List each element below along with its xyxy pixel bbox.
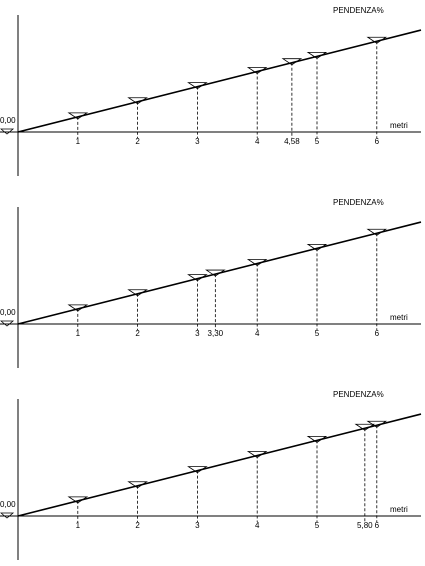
tick-label: 5 <box>315 521 320 530</box>
level-marker <box>187 274 208 282</box>
tick-label: 6 <box>375 521 380 530</box>
level-marker <box>306 243 328 251</box>
tick-label: 1 <box>76 137 81 146</box>
origin-marker <box>0 320 15 327</box>
origin-marker <box>0 512 15 519</box>
slope-line <box>17 413 422 517</box>
level-marker <box>127 481 148 489</box>
level-marker <box>205 269 226 277</box>
level-marker <box>127 289 148 297</box>
level-marker <box>187 82 208 90</box>
tick-label: 1 <box>76 521 81 530</box>
level-marker <box>306 435 328 443</box>
tick-label: 6 <box>375 137 380 146</box>
level-marker <box>306 51 328 59</box>
level-marker <box>67 496 89 504</box>
level-marker <box>127 97 148 105</box>
tick-label: 4,58 <box>284 137 300 146</box>
tick-label: 3 <box>195 521 200 530</box>
level-marker <box>281 58 303 66</box>
tick-label: 5 <box>315 329 320 338</box>
tick-label: 1 <box>76 329 81 338</box>
tick-label: 5 <box>315 137 320 146</box>
tick-label: 4 <box>255 329 260 338</box>
tick-label: 3 <box>195 137 200 146</box>
origin-label: 0,00 <box>0 116 16 125</box>
level-marker <box>67 112 89 120</box>
tick-label: 3,30 <box>208 329 224 338</box>
level-marker <box>366 36 388 44</box>
level-marker <box>246 451 268 458</box>
title: PENDENZA% <box>333 6 384 15</box>
level-marker <box>246 259 268 266</box>
level-marker <box>366 420 388 428</box>
tick-label: 6 <box>375 329 380 338</box>
title: PENDENZA% <box>333 198 384 207</box>
axis-label: metri <box>390 505 408 514</box>
axis-label: metri <box>390 313 408 322</box>
level-marker <box>366 228 388 236</box>
tick-label: 3 <box>195 329 200 338</box>
tick-label: 2 <box>135 521 140 530</box>
tick-label: 5,80 <box>357 521 373 530</box>
level-marker <box>246 67 268 74</box>
origin-marker <box>0 128 15 135</box>
tick-label: 2 <box>135 137 140 146</box>
level-marker <box>187 466 208 474</box>
tick-label: 4 <box>255 521 260 530</box>
origin-label: 0,00 <box>0 500 16 509</box>
slope-line <box>17 29 422 133</box>
tick-label: 4 <box>255 137 260 146</box>
origin-label: 0,00 <box>0 308 16 317</box>
level-marker <box>354 423 376 431</box>
tick-label: 2 <box>135 329 140 338</box>
title: PENDENZA% <box>333 390 384 399</box>
level-marker <box>67 304 89 312</box>
axis-label: metri <box>390 121 408 130</box>
